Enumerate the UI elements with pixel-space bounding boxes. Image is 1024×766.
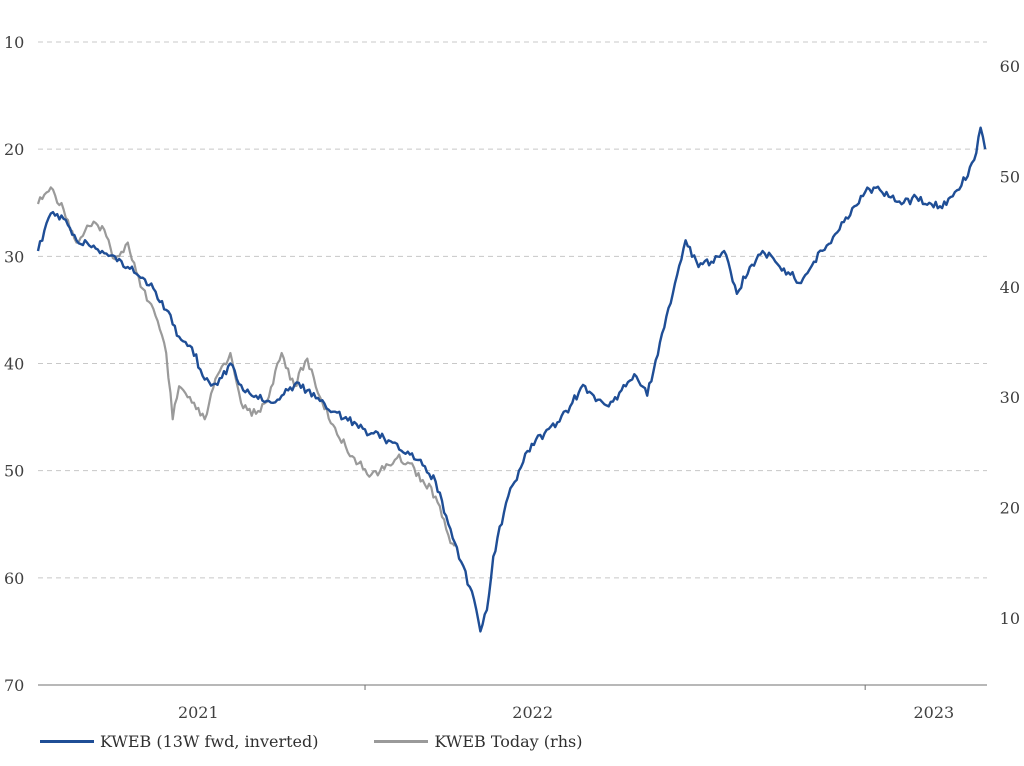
x-tick-label-2022: 2022 xyxy=(512,703,553,722)
y-left-tick-70: 70 xyxy=(4,676,24,695)
y-right-tick-50: 50 xyxy=(1000,167,1020,186)
series-line-kweb-today xyxy=(36,186,456,547)
gridlines xyxy=(38,41,987,579)
legend: KWEB (13W fwd, inverted) KWEB Today (rhs… xyxy=(40,732,638,751)
legend-item-kweb-fwd: KWEB (13W fwd, inverted) xyxy=(40,732,318,751)
legend-label-kweb-fwd: KWEB (13W fwd, inverted) xyxy=(100,732,319,751)
legend-swatch-kweb-fwd xyxy=(40,740,94,743)
y-right-tick-30: 30 xyxy=(1000,388,1020,407)
legend-item-kweb-today: KWEB Today (rhs) xyxy=(374,732,582,751)
series-line-kweb-fwd xyxy=(36,126,987,633)
y-left-tick-30: 30 xyxy=(4,247,24,266)
legend-swatch-kweb-today xyxy=(374,740,429,743)
legend-label-kweb-today: KWEB Today (rhs) xyxy=(434,732,583,751)
series xyxy=(36,126,987,633)
y-right-tick-20: 20 xyxy=(1000,499,1020,518)
y-left-tick-20: 20 xyxy=(4,140,24,159)
tick-labels: 10 20 30 40 50 60 70 10 20 30 40 50 60 2021 2022 2023 xyxy=(4,33,1020,722)
y-left-tick-50: 50 xyxy=(4,462,24,481)
y-left-tick-10: 10 xyxy=(4,33,24,52)
x-tick-label-2021: 2021 xyxy=(178,703,219,722)
y-left-tick-60: 60 xyxy=(4,569,24,588)
y-left-tick-40: 40 xyxy=(4,355,24,374)
y-right-tick-10: 10 xyxy=(1000,609,1020,628)
x-tick-label-2023: 2023 xyxy=(914,703,955,722)
y-right-tick-60: 60 xyxy=(1000,57,1020,76)
y-right-tick-40: 40 xyxy=(1000,278,1020,297)
axes xyxy=(38,684,987,690)
